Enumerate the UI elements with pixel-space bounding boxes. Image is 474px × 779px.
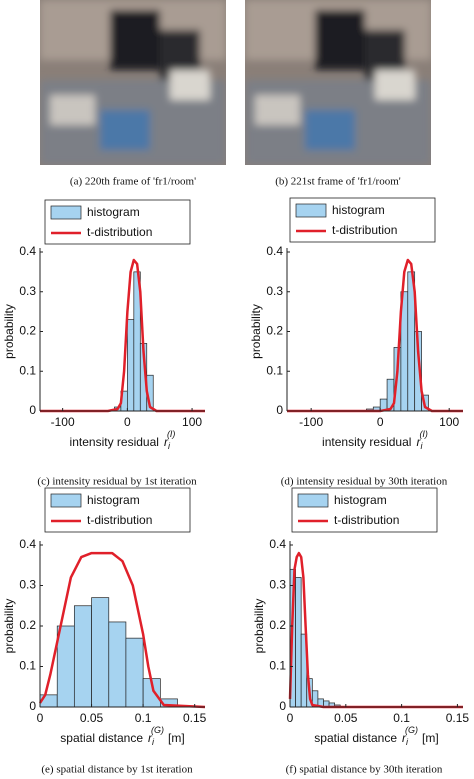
y-tick-label: 0.2 bbox=[19, 324, 36, 338]
x-tick-label: 0 bbox=[377, 415, 384, 429]
y-tick-label: 0.4 bbox=[266, 244, 283, 258]
y-tick-label: 0 bbox=[279, 699, 286, 713]
y-axis-label: probability bbox=[2, 304, 16, 359]
bar bbox=[127, 319, 135, 412]
bar bbox=[91, 597, 110, 708]
legend-label: t-distribution bbox=[87, 225, 152, 239]
x-axis-label: spatial distance ri (G) [m] bbox=[314, 725, 438, 747]
x-tick-label: 0.1 bbox=[135, 711, 152, 725]
legend-label: histogram bbox=[334, 493, 387, 507]
x-axis-label-part: r bbox=[416, 435, 421, 449]
x-tick-label: 0.15 bbox=[183, 711, 207, 725]
bar bbox=[108, 621, 127, 708]
y-axis-label: probability bbox=[2, 599, 16, 654]
y-tick-label: 0.1 bbox=[266, 363, 283, 377]
y-tick-label: 0.1 bbox=[19, 363, 36, 377]
x-axis-label-part: [m] bbox=[422, 731, 439, 745]
bar bbox=[295, 577, 302, 708]
y-tick-label: 0.2 bbox=[266, 324, 283, 338]
bar bbox=[125, 637, 144, 708]
x-tick-label: 0 bbox=[287, 711, 294, 725]
x-tick-label: 0.05 bbox=[334, 711, 358, 725]
x-axis-label: intensity residual ri (I) bbox=[322, 429, 428, 451]
caption: (b) 221st frame of 'fr1/room' bbox=[275, 176, 401, 188]
x-axis-label: spatial distance ri (G) [m] bbox=[60, 725, 184, 747]
y-tick-label: 0.1 bbox=[19, 659, 36, 673]
x-axis-label-part: r bbox=[402, 731, 407, 745]
x-tick-label: 100 bbox=[182, 415, 202, 429]
x-axis-label-part: (I) bbox=[167, 429, 176, 439]
bar bbox=[73, 605, 92, 708]
x-axis-label-part: [m] bbox=[168, 731, 185, 745]
legend-swatch bbox=[50, 205, 82, 220]
legend-label: histogram bbox=[87, 205, 140, 219]
y-tick-label: 0.2 bbox=[19, 618, 36, 632]
caption: (e) spatial distance by 1st iteration bbox=[41, 764, 193, 776]
x-axis-label-part: r bbox=[148, 731, 153, 745]
x-axis-label-part: i bbox=[420, 441, 423, 451]
x-tick-label: -100 bbox=[51, 415, 75, 429]
photo bbox=[40, 0, 226, 165]
x-tick-label: 0.05 bbox=[80, 711, 104, 725]
legend-label: t-distribution bbox=[332, 223, 397, 237]
x-axis-label: intensity residual ri (I) bbox=[70, 429, 176, 451]
legend-swatch bbox=[295, 203, 327, 218]
y-tick-label: 0.1 bbox=[269, 659, 286, 673]
x-tick-label: 0.15 bbox=[446, 711, 470, 725]
y-tick-label: 0.4 bbox=[19, 244, 36, 258]
x-axis-label-part: (G) bbox=[151, 725, 164, 735]
x-tick-label: 0.1 bbox=[393, 711, 410, 725]
fit-line bbox=[288, 551, 463, 709]
legend-label: histogram bbox=[87, 493, 140, 507]
x-tick-label: 100 bbox=[439, 415, 459, 429]
y-tick-label: 0.3 bbox=[19, 578, 36, 592]
x-axis-label-part: spatial distance bbox=[314, 731, 397, 745]
x-axis-label-part: (G) bbox=[405, 725, 418, 735]
x-tick-label: 0 bbox=[124, 415, 131, 429]
y-tick-label: 0 bbox=[29, 403, 36, 417]
y-tick-label: 0.3 bbox=[19, 284, 36, 298]
legend-label: t-distribution bbox=[334, 513, 399, 527]
fit-line bbox=[287, 258, 463, 413]
caption: (a) 220th frame of 'fr1/room' bbox=[70, 176, 196, 188]
x-tick-label: -100 bbox=[299, 415, 323, 429]
y-axis-label: probability bbox=[252, 599, 266, 654]
x-axis-label-part: (I) bbox=[419, 429, 428, 439]
y-tick-label: 0.4 bbox=[269, 537, 286, 551]
y-tick-label: 0.4 bbox=[19, 537, 36, 551]
legend-swatch bbox=[297, 493, 329, 508]
caption: (c) intensity residual by 1st iteration bbox=[37, 476, 197, 488]
bar bbox=[56, 625, 75, 708]
fit-line bbox=[38, 551, 206, 709]
x-axis-label-part: spatial distance bbox=[60, 731, 143, 745]
y-tick-label: 0 bbox=[29, 699, 36, 713]
legend-label: t-distribution bbox=[87, 513, 152, 527]
caption: (d) intensity residual by 30th iteration bbox=[281, 476, 448, 488]
photo bbox=[245, 0, 431, 165]
caption: (f) spatial distance by 30th iteration bbox=[286, 764, 443, 776]
x-axis-label-part: i bbox=[168, 441, 171, 451]
x-axis-label-part: r bbox=[164, 435, 169, 449]
x-axis-label-part: intensity residual bbox=[322, 435, 411, 449]
y-tick-label: 0 bbox=[276, 403, 283, 417]
x-tick-label: 0 bbox=[37, 711, 44, 725]
y-tick-label: 0.3 bbox=[266, 284, 283, 298]
y-tick-label: 0.3 bbox=[269, 578, 286, 592]
x-axis-label-part: i bbox=[406, 737, 409, 747]
x-axis-label-part: intensity residual bbox=[70, 435, 159, 449]
legend-label: histogram bbox=[332, 203, 385, 217]
fit-line bbox=[40, 258, 205, 413]
legend-swatch bbox=[50, 493, 82, 508]
y-tick-label: 0.2 bbox=[269, 618, 286, 632]
x-axis-label-part: i bbox=[152, 737, 155, 747]
y-axis-label: probability bbox=[249, 304, 263, 359]
